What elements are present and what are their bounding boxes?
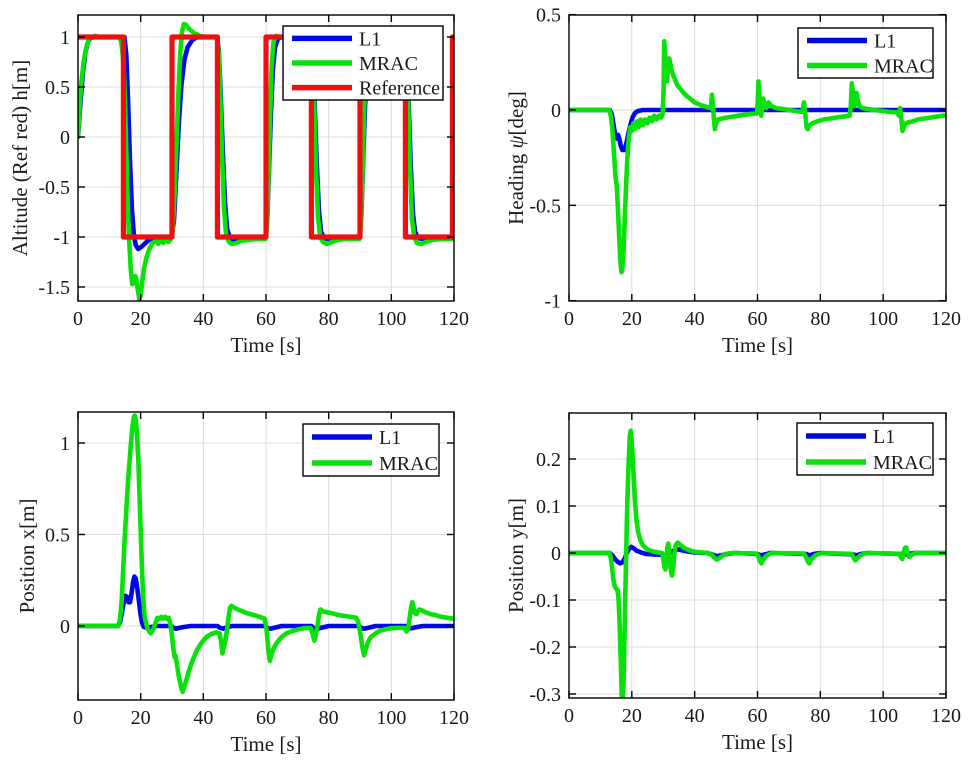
- y-tick-label: 0.5: [45, 525, 70, 547]
- legend-label-l1: L1: [359, 28, 381, 50]
- x-tick-label: 120: [931, 705, 961, 727]
- x-tick-label: 40: [193, 308, 213, 330]
- x-tick-label: 60: [256, 707, 276, 729]
- legend-label-mrac: MRAC: [874, 56, 933, 78]
- x-tick-label: 80: [319, 308, 339, 330]
- x-tick-label: 20: [622, 308, 642, 330]
- x-tick-label: 0: [73, 707, 83, 729]
- x-tick-label: 100: [868, 308, 898, 330]
- x-tick-label: 20: [131, 308, 151, 330]
- legend-label-mrac: MRAC: [359, 53, 418, 75]
- legend-label-reference: Reference: [359, 78, 440, 100]
- x-tick-label: 40: [685, 308, 705, 330]
- x-tick-label: 60: [256, 308, 276, 330]
- y-axis-label: Heading ψ[deg]: [504, 91, 528, 225]
- y-tick-label: 0: [551, 100, 561, 122]
- y-tick-label: 1: [60, 433, 70, 455]
- plot-position-y: 0 20 40 60 80 100 120 0.2 0.1 0 -0.1 -0.2 -0.3 Time […: [504, 412, 961, 754]
- y-axis-label: Position x[m]: [15, 499, 39, 614]
- x-tick-label: 0: [564, 705, 574, 727]
- x-tick-label: 120: [439, 707, 469, 729]
- y-tick-label: -0.5: [38, 177, 70, 199]
- legend-label-l1: L1: [379, 427, 401, 449]
- y-tick-label: -0.2: [529, 637, 561, 659]
- plot-heading: 0 20 40 60 80 100 120 0.5 0 -0.5 -1 Time [s] Heading…: [504, 5, 961, 357]
- y-tick-label: -1: [53, 227, 70, 249]
- legend-label-mrac: MRAC: [379, 453, 438, 475]
- y-tick-label: -0.3: [529, 684, 561, 706]
- y-axis-label: Position y[m]: [504, 498, 528, 613]
- series-mrac: [569, 39, 946, 275]
- x-tick-label: 100: [868, 705, 898, 727]
- x-tick-label: 120: [439, 308, 469, 330]
- legend: L1 MRAC Reference: [282, 25, 444, 101]
- legend-box: [302, 423, 440, 477]
- legend: L1 MRAC: [797, 27, 934, 79]
- legend-label-l1: L1: [874, 31, 896, 53]
- plot-altitude: 0 20 40 60 80 100 120 1 0.5 0 -0.5 -1 -1.5 Time [s] Al…: [8, 14, 469, 357]
- legend-label-l1: L1: [873, 426, 895, 448]
- y-tick-label: -1.5: [38, 277, 70, 299]
- legend: L1 MRAC: [302, 423, 440, 477]
- x-tick-label: 100: [376, 707, 406, 729]
- x-tick-label: 60: [748, 705, 768, 727]
- legend-box: [796, 422, 934, 476]
- y-tick-label: 0: [60, 127, 70, 149]
- series-l1: [78, 574, 454, 631]
- y-tick-label: -1: [544, 291, 561, 313]
- x-tick-label: 40: [685, 705, 705, 727]
- y-tick-label: 0.1: [536, 496, 561, 518]
- x-tick-label: 80: [810, 705, 830, 727]
- series-mrac: [78, 413, 454, 695]
- x-tick-label: 20: [131, 707, 151, 729]
- x-tick-label: 0: [73, 308, 83, 330]
- x-tick-label: 20: [622, 705, 642, 727]
- y-tick-label: -0.1: [529, 590, 561, 612]
- legend: L1 MRAC: [796, 422, 934, 476]
- x-tick-label: 100: [376, 308, 406, 330]
- y-tick-label: 0.2: [536, 449, 561, 471]
- x-tick-label: 40: [193, 707, 213, 729]
- x-tick-label: 60: [748, 308, 768, 330]
- y-tick-label: -0.5: [529, 195, 561, 217]
- x-tick-label: 0: [564, 308, 574, 330]
- y-tick-label: 1: [60, 27, 70, 49]
- plot-position-x: 0 20 40 60 80 100 120 1 0.5 0 Time [s] Position x[m…: [15, 411, 469, 756]
- x-tick-label: 120: [931, 308, 961, 330]
- x-tick-label: 80: [810, 308, 830, 330]
- x-axis-label: Time [s]: [231, 333, 302, 357]
- series-mrac: [569, 428, 946, 698]
- y-tick-label: 0: [551, 543, 561, 565]
- y-tick-label: 0.5: [536, 5, 561, 27]
- y-tick-label: 0.5: [45, 77, 70, 99]
- legend-box: [797, 27, 934, 79]
- x-tick-label: 80: [319, 707, 339, 729]
- x-axis-label: Time [s]: [722, 333, 793, 357]
- y-axis-label: Altitude (Ref red) h[m]: [8, 60, 32, 257]
- y-tick-label: 0: [60, 616, 70, 638]
- legend-label-mrac: MRAC: [873, 452, 932, 474]
- x-axis-label: Time [s]: [722, 730, 793, 754]
- x-axis-label: Time [s]: [231, 732, 302, 756]
